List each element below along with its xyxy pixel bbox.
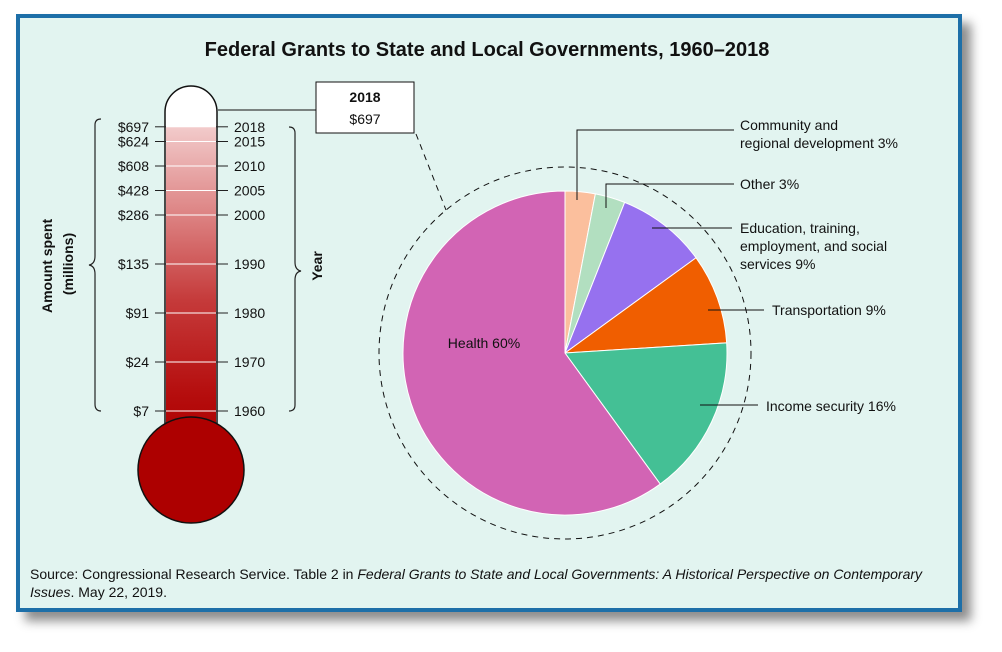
amount-axis-label-line-2: (millions) [60,233,76,295]
callout-box [315,81,415,134]
pie-slice-label-line: Education, training, [740,220,860,236]
pie-slice-label: Health 60% [448,335,520,351]
pie-leader-line [576,129,734,200]
amount-tick-label: $697 [118,119,149,135]
pie-slice [563,201,697,355]
pie-slice-label-line: Community and [740,117,838,133]
year-tick-label: 2005 [234,183,265,199]
year-tick-label: 2015 [234,134,265,150]
pie-slice-label: Other 3% [740,176,799,192]
callout-2018: 2018 $697 [218,81,447,211]
callout-zoom-line [415,133,447,211]
callout-amount: $697 [349,111,380,127]
year-tick-label: 2000 [234,207,265,223]
amount-axis-label-line-1: Amount spent [39,219,55,313]
pie-slice-label-line: regional development 3% [740,135,898,151]
pie-slice-label: Income security 16% [766,398,896,414]
year-tick-label: 1980 [234,305,265,321]
amount-tick-label: $24 [126,354,150,370]
thermometer-fill [166,127,216,443]
pie-outline [378,166,752,540]
year-tick-label: 1970 [234,354,265,370]
amount-tick-label: $7 [133,403,149,419]
year-bracket [288,126,302,412]
pie-slice-label-line: services 9% [740,256,815,272]
amount-axis-label: Amount spent (millions) [39,215,76,313]
amount-tick-label: $624 [118,134,149,150]
thermometer-bulb [137,416,245,524]
year-tick-label: 2018 [234,119,265,135]
pie-slice-label: Education, training, employment, and soci… [740,220,887,272]
year-tick-label: 1960 [234,403,265,419]
source-prefix: Source: Congressional Research Service. … [30,566,358,582]
amount-tick-label: $91 [126,305,150,321]
pie-slice [564,342,728,485]
amount-tick-label: $286 [118,207,149,223]
pie-slice-label-line: Other 3% [740,176,799,192]
chart-title: Federal Grants to State and Local Govern… [205,39,770,61]
amount-tick-label: $608 [118,158,149,174]
pie-slice-label-line: employment, and social [740,238,887,254]
year-axis-label: Year [309,251,325,281]
year-tick-label: 2010 [234,158,265,174]
amount-tick-label: $428 [118,183,149,199]
pie-slice-label: Community and regional development 3% [740,117,898,151]
pie-slice [563,257,728,354]
amount-tick-label: $135 [118,256,149,272]
thermometer: 1960 $7 1970 $24 1980 $91 1990 $135 2000 $286 2005… [39,85,325,524]
source-suffix: . May 22, 2019. [70,584,167,600]
source-note: Source: Congressional Research Service. … [30,565,930,601]
source-report-title: Federal Grants to State and Local Govern… [30,566,923,600]
pie-slice [402,190,661,516]
pie-slice-label-line: Health 60% [448,335,520,351]
pie-slice-label-line: Transportation 9% [772,302,886,318]
year-tick-label: 1990 [234,256,265,272]
callout-year: 2018 [349,89,380,105]
pie-leader-line [605,183,734,208]
amount-bracket [88,118,102,412]
pie-slice-label: Transportation 9% [772,302,886,318]
pie-slice-label-line: Income security 16% [766,398,896,414]
